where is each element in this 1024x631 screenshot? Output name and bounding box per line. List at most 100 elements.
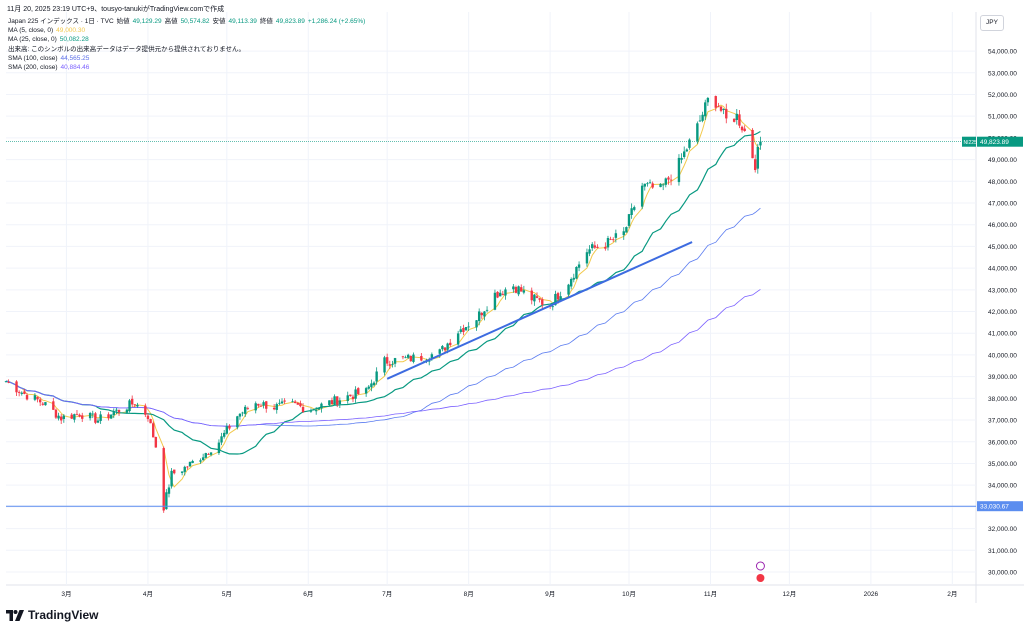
candle-body — [735, 113, 738, 120]
candle-body — [73, 414, 76, 420]
candle-body — [254, 403, 257, 411]
candle-body — [354, 389, 357, 399]
legend-ma25[interactable]: MA (25, close, 0) 50,082.28 — [8, 35, 365, 44]
candle-body — [57, 415, 60, 419]
candle-body — [186, 466, 189, 468]
high-value: 50,574.82 — [180, 18, 210, 25]
candle-body — [732, 118, 736, 122]
candle-body — [54, 409, 58, 418]
candle-body — [593, 245, 597, 248]
brand-name: TradingView — [28, 608, 99, 622]
candle-body — [94, 413, 97, 423]
candle-body — [556, 293, 560, 300]
candle-body — [609, 238, 612, 240]
candle-body — [225, 426, 229, 434]
candle-body — [559, 296, 562, 299]
y-tick-label: 34,000.00 — [988, 483, 1017, 490]
candle-body — [272, 407, 276, 410]
low-label: 安値 — [212, 18, 226, 25]
ma5-line — [5, 104, 761, 488]
legend-volume[interactable]: 出来高: このシンボルの出来高データはデータ提供元から提供されておりません。 — [8, 45, 365, 54]
candle-body — [409, 355, 413, 362]
candle-body — [75, 413, 79, 415]
candle-body — [606, 237, 610, 248]
y-tick-label: 37,000.00 — [988, 418, 1017, 425]
candle-body — [207, 454, 210, 455]
candle-body — [738, 114, 741, 126]
candle-body — [646, 183, 649, 185]
currency-button[interactable]: JPY — [980, 15, 1004, 31]
candle-body — [293, 401, 297, 404]
candle-body — [499, 292, 502, 297]
candle-body — [496, 291, 499, 298]
candle-body — [677, 157, 681, 183]
candle-body — [204, 453, 207, 458]
candle-body — [23, 391, 26, 394]
candle-body — [719, 106, 723, 111]
x-tick-label: 11月 — [704, 590, 717, 598]
low-value: 49,113.39 — [228, 18, 257, 25]
candle-body — [722, 108, 725, 110]
legend-sma200[interactable]: SMA (200, close) 40,884.46 — [8, 63, 365, 72]
candle-body — [20, 392, 23, 394]
high-label: 高値 — [164, 18, 178, 25]
candle-body — [612, 239, 615, 241]
y-tick-label: 31,000.00 — [988, 548, 1017, 555]
candle-body — [648, 182, 652, 184]
y-tick-label: 51,000.00 — [988, 114, 1017, 121]
candle-body — [483, 311, 486, 317]
candle-body — [512, 286, 515, 290]
candle-body — [317, 407, 321, 410]
legend-sma200-value: 40,884.46 — [60, 64, 90, 72]
candle-body — [375, 371, 378, 382]
change-value: +1,286.24 (+2.65%) — [307, 18, 366, 25]
y-tick-label: 46,000.00 — [988, 222, 1017, 229]
candle-body — [462, 327, 465, 333]
candle-body — [128, 400, 131, 412]
legend-ma5[interactable]: MA (5, close, 0) 49,000.30 — [8, 26, 365, 35]
event-dividend-icon — [756, 574, 765, 582]
candle-body — [167, 487, 171, 494]
candle-body — [301, 407, 305, 412]
candle-body — [698, 120, 702, 122]
candle-body — [501, 293, 505, 295]
symbol-label[interactable]: Japan 225 インデックス · 1日 · TVC — [8, 18, 114, 25]
candle-body — [706, 98, 710, 103]
candle-body — [404, 357, 407, 359]
candle-body — [107, 414, 110, 419]
candle-body — [753, 159, 757, 171]
y-tick-label: 45,000.00 — [988, 244, 1017, 251]
legend-sma100[interactable]: SMA (100, close) 44,565.25 — [8, 54, 365, 63]
candle-body — [17, 391, 21, 393]
candle-body — [622, 231, 625, 236]
candle-body — [112, 412, 115, 416]
candle-body — [244, 406, 247, 414]
candle-body — [314, 410, 318, 412]
candle-body — [567, 284, 570, 295]
candle-body — [152, 423, 155, 438]
candle-body — [661, 184, 665, 186]
price-axis[interactable]: 54,000.0053,000.0052,000.0051,000.0050,0… — [988, 49, 1017, 577]
candle-body — [704, 102, 707, 117]
legend-ma5-label: MA (5, close, 0) — [8, 27, 54, 35]
candle-body — [133, 404, 137, 406]
y-tick-label: 40,000.00 — [988, 352, 1017, 359]
candle-body — [464, 327, 468, 331]
candle-body — [585, 252, 589, 264]
candle-body — [259, 405, 263, 407]
candle-body — [173, 469, 176, 474]
legend-sma200-label: SMA (200, close) — [8, 64, 58, 72]
x-tick-label: 4月 — [143, 590, 153, 598]
candle-body — [604, 246, 607, 249]
candle-body — [188, 461, 192, 467]
legend-sma100-value: 44,565.25 — [60, 54, 90, 62]
grid — [6, 12, 1024, 603]
candle-body — [551, 306, 554, 308]
time-axis[interactable]: 3月 4月 5月 6月 7月 8月 9月 10月 11月 12月 2026 2月 — [61, 590, 957, 598]
candle-body — [438, 349, 441, 354]
candle-body — [430, 354, 434, 359]
candle-body — [96, 420, 100, 423]
candle-body — [685, 149, 689, 152]
x-tick-label: 5月 — [222, 590, 232, 598]
